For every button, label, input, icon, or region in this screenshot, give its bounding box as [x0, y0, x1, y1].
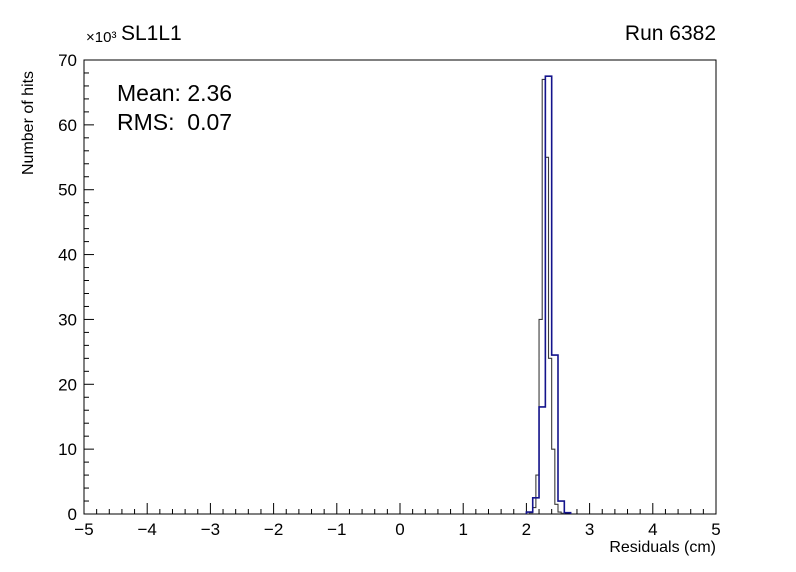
plot-title: SL1L1 — [121, 22, 182, 45]
x-tick-label: −2 — [264, 520, 283, 539]
x-tick-label: 4 — [648, 520, 657, 539]
x-tick-label: −1 — [327, 520, 346, 539]
y-tick-label: 20 — [58, 375, 77, 394]
x-tick-label: 1 — [458, 520, 467, 539]
residuals-histogram-blue — [525, 75, 572, 514]
stat-mean: Mean: 2.36 — [117, 80, 233, 106]
y-tick-label: 10 — [58, 440, 77, 459]
y-tick-label: 0 — [68, 505, 77, 524]
y-axis-multiplier: ×10³ — [86, 29, 117, 46]
x-tick-label: 3 — [585, 520, 594, 539]
x-tick-label: −4 — [138, 520, 157, 539]
x-axis-label: Residuals (cm) — [609, 539, 716, 556]
y-tick-label: 30 — [58, 310, 77, 329]
y-tick-label: 70 — [58, 51, 77, 70]
x-tick-label: 2 — [522, 520, 531, 539]
stat-rms: RMS: 0.07 — [117, 109, 233, 135]
x-tick-label: −5 — [74, 520, 93, 539]
y-tick-label: 60 — [58, 116, 77, 135]
residuals-histogram-black — [529, 78, 565, 514]
run-label: Run 6382 — [624, 22, 716, 45]
y-axis-label: Number of hits — [20, 70, 37, 175]
y-tick-label: 50 — [58, 181, 77, 200]
y-tick-label: 40 — [58, 246, 77, 265]
x-tick-label: −3 — [201, 520, 220, 539]
x-tick-label: 0 — [395, 520, 404, 539]
x-tick-label: 5 — [711, 520, 720, 539]
